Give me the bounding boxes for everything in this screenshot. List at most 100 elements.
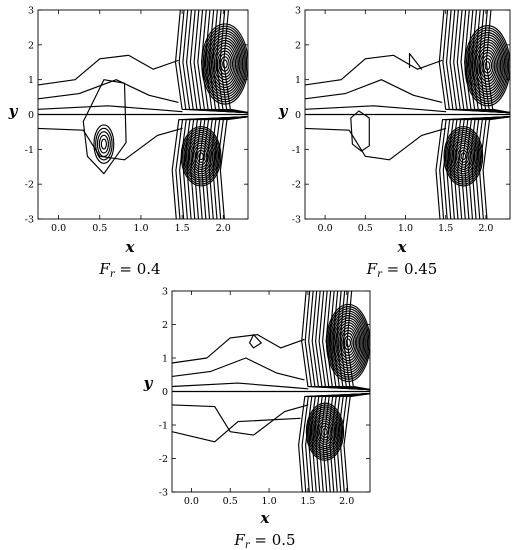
caption-subscript: r <box>377 269 383 280</box>
contour-upper-vortex <box>472 39 503 93</box>
contour-lower-wrap <box>339 393 370 492</box>
y-tick-label: -1 <box>292 145 301 156</box>
contour-lower-wrap <box>478 116 510 219</box>
x-tick-label: 2.0 <box>339 496 354 507</box>
x-tick-label: 0.5 <box>92 223 107 234</box>
contour-upper-vortex <box>465 27 510 105</box>
contour-lower-wrap <box>343 393 370 492</box>
y-tick-label: 3 <box>162 287 168 298</box>
contour-lower-vortex <box>187 136 215 177</box>
contour-upper-vortex <box>473 41 502 90</box>
panel-caption: Fr = 0.4 <box>98 260 160 280</box>
contour-left-lower <box>38 127 183 161</box>
y-tick-label: 0 <box>28 110 34 121</box>
contour-lower-wrap <box>219 116 248 219</box>
contour-left-upper <box>38 54 179 86</box>
y-tick-label: -3 <box>159 488 168 499</box>
x-tick-label: 0.0 <box>184 496 199 507</box>
contour-left-bottom <box>172 417 301 443</box>
caption-value: 0.4 <box>137 260 161 278</box>
axis-ticks: 0.0 0.5 1.0 1.5 2.0 -3 -2 -1 0 1 2 3 <box>292 6 510 234</box>
contour-left-mid <box>38 79 179 103</box>
x-tick-label: 1.0 <box>262 496 277 507</box>
contour-upper-vortex <box>210 39 240 89</box>
y-tick-label: 1 <box>295 75 301 86</box>
contour-left-near-axis <box>38 105 183 113</box>
contour-lower-vortex <box>181 128 221 185</box>
contour-lower-wrap <box>216 116 248 219</box>
contour-left-lower <box>305 127 447 161</box>
contour-left-near-axis <box>305 105 447 113</box>
contour-plot-fr-0-45: 0.0 0.5 1.0 1.5 2.0 -3 -2 -1 0 1 2 3 x y Fr = 0.45 <box>278 6 511 280</box>
contour-lower-vortex <box>454 142 473 170</box>
contour-plot-fr-0-5: 0.0 0.5 1.0 1.5 2.0 -3 -2 -1 0 1 2 3 x y Fr = 0.5 <box>143 287 371 550</box>
contour-lower-vortex <box>184 132 218 181</box>
panel-caption: Fr = 0.5 <box>233 531 295 550</box>
contour-left-mid <box>172 357 305 381</box>
contour-small-vortex <box>95 127 113 161</box>
x-tick-label: 1.5 <box>300 496 315 507</box>
x-tick-label: 1.0 <box>133 223 148 234</box>
x-tick-label: 2.0 <box>478 223 493 234</box>
caption-value: 0.5 <box>272 531 296 549</box>
axis-ticks: 0.0 0.5 1.0 1.5 2.0 -3 -2 -1 0 1 2 3 <box>25 6 248 234</box>
contour-lower-vortex <box>457 147 470 166</box>
y-tick-label: 2 <box>28 40 34 51</box>
y-tick-label: -3 <box>25 215 34 226</box>
contour-lower-vortex <box>449 136 477 177</box>
contour-upper-wrap <box>485 10 510 114</box>
x-tick-label: 0.5 <box>223 496 238 507</box>
contour-upper-vortex <box>202 25 248 103</box>
contour-lower-vortex <box>312 412 338 452</box>
contour-lower-wrap <box>482 116 510 219</box>
contour-small-arc <box>408 52 423 70</box>
contour-loop <box>82 79 127 175</box>
contour-upper-vortex <box>333 317 363 369</box>
y-axis-label: y <box>8 102 19 120</box>
contour-small-loop <box>249 334 262 349</box>
contour-lower-vortex <box>316 418 334 445</box>
x-tick-label: 2.0 <box>216 223 231 234</box>
caption-variable: F <box>233 531 245 549</box>
y-tick-label: 2 <box>162 320 168 331</box>
contour-lower-wrap <box>212 116 248 219</box>
contour-lower-vortex <box>308 406 342 457</box>
caption-variable: F <box>366 260 378 278</box>
contour-small-vortex <box>96 131 111 158</box>
y-tick-label: -2 <box>292 180 301 191</box>
contour-lower-vortex <box>318 422 331 441</box>
x-tick-label: 0.0 <box>51 223 66 234</box>
y-tick-label: 0 <box>162 387 168 398</box>
y-tick-label: -1 <box>159 421 168 432</box>
y-tick-label: 0 <box>295 110 301 121</box>
caption-value: 0.45 <box>404 260 437 278</box>
contour-lines <box>305 10 510 219</box>
contour-left-upper <box>305 54 443 86</box>
contour-small-vortex <box>93 124 115 164</box>
y-tick-label: 2 <box>295 40 301 51</box>
contour-lower-vortex <box>309 408 341 456</box>
contour-lower-vortex <box>452 140 474 173</box>
y-axis-label: y <box>278 102 289 120</box>
y-axis-label: y <box>143 374 154 392</box>
caption-variable: F <box>98 260 110 278</box>
x-axis-label: x <box>125 238 136 256</box>
contour-upper-wrap <box>346 291 370 391</box>
x-tick-label: 0.5 <box>358 223 373 234</box>
contour-lines <box>38 10 248 219</box>
contour-small-vortex <box>100 138 107 150</box>
y-tick-label: -3 <box>292 215 301 226</box>
y-tick-label: -1 <box>25 145 34 156</box>
contour-upper-vortex <box>481 54 494 77</box>
y-tick-label: 1 <box>162 354 168 365</box>
y-tick-label: -2 <box>159 454 168 465</box>
y-tick-label: 1 <box>28 75 34 86</box>
contour-lines <box>172 291 370 492</box>
contour-upper-vortex <box>334 319 362 367</box>
x-axis-label: x <box>397 238 408 256</box>
y-tick-label: 3 <box>295 6 301 17</box>
contour-small-vortex <box>98 134 109 154</box>
contour-upper-vortex <box>209 37 241 91</box>
y-tick-label: -2 <box>25 180 34 191</box>
